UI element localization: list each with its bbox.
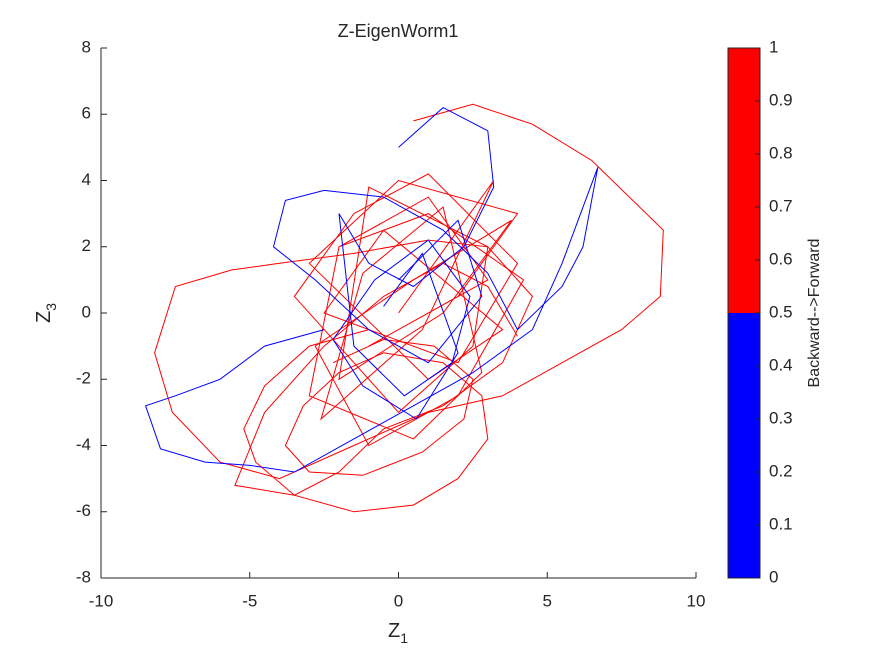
colorbar-tick-label: 0 xyxy=(769,567,778,586)
x-tick-label: 5 xyxy=(543,591,552,610)
colorbar-tick-label: 0.7 xyxy=(769,196,793,215)
x-tick-label: -10 xyxy=(89,591,114,610)
y-label-main: Z xyxy=(33,311,55,323)
y-tick-label: 8 xyxy=(82,37,91,56)
y-tick-label: 4 xyxy=(82,170,91,189)
y-tick-label: 0 xyxy=(82,302,91,321)
x-tick-label: -5 xyxy=(242,591,257,610)
trajectory xyxy=(332,106,495,420)
trajectory xyxy=(243,329,489,513)
colorbar-tick-label: 0.9 xyxy=(769,90,793,109)
x-tick-label: 0 xyxy=(394,591,403,610)
y-tick-label: -4 xyxy=(76,435,91,454)
x-label-main: Z xyxy=(388,620,400,642)
chart-title: Z-EigenWorm1 xyxy=(338,21,459,41)
y-label-sub: 3 xyxy=(43,303,59,311)
trajectory xyxy=(144,167,599,473)
colorbar-tick-label: 1 xyxy=(769,37,778,56)
colorbar-tick-label: 0.2 xyxy=(769,461,793,480)
colorbar-label: Backward-->Forward xyxy=(806,239,823,388)
y-tick-label: -8 xyxy=(76,567,91,586)
colorbar-tick-label: 0.3 xyxy=(769,408,793,427)
colorbar-segment xyxy=(728,313,760,578)
colorbar-tick-label: 0.5 xyxy=(769,302,793,321)
x-label-sub: 1 xyxy=(400,630,408,646)
x-tick-label: 10 xyxy=(687,591,706,610)
colorbar-tick-label: 0.4 xyxy=(769,355,793,374)
y-tick-label: 6 xyxy=(82,104,91,123)
colorbar-tick-label: 0.1 xyxy=(769,514,793,533)
y-tick-label: -6 xyxy=(76,501,91,520)
colorbar-tick-label: 0.6 xyxy=(769,249,793,268)
y-tick-label: 2 xyxy=(82,236,91,255)
colorbar-tick-label: 0.8 xyxy=(769,143,793,162)
colorbar-segment xyxy=(728,48,760,313)
y-axis-label: Z3 xyxy=(33,303,58,323)
trajectory xyxy=(293,173,525,447)
trajectory xyxy=(154,103,664,496)
x-axis-label: Z1 xyxy=(388,620,408,645)
y-tick-label: -2 xyxy=(76,369,91,388)
